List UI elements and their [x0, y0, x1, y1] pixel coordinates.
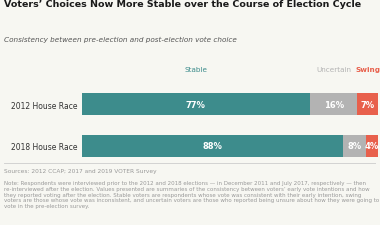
Text: 88%: 88%	[202, 142, 222, 151]
Text: Consistency between pre-election and post-election vote choice: Consistency between pre-election and pos…	[4, 36, 237, 43]
Text: Note: Respondents were interviewed prior to the 2012 and 2018 elections — in Dec: Note: Respondents were interviewed prior…	[4, 180, 379, 208]
Text: Stable: Stable	[184, 67, 207, 73]
Text: 8%: 8%	[347, 142, 361, 151]
Bar	[310, 94, 357, 115]
Text: Uncertain: Uncertain	[316, 67, 351, 73]
Text: Swing: Swing	[355, 67, 380, 73]
Bar	[82, 94, 310, 115]
Bar	[366, 135, 378, 157]
Text: Voters’ Choices Now More Stable over the Course of Election Cycle: Voters’ Choices Now More Stable over the…	[4, 0, 361, 9]
Text: 4%: 4%	[365, 142, 379, 151]
Text: 16%: 16%	[324, 100, 344, 109]
Text: 77%: 77%	[186, 100, 206, 109]
Bar	[82, 135, 342, 157]
Bar	[357, 94, 378, 115]
Text: Sources: 2012 CCAP; 2017 and 2019 VOTER Survey: Sources: 2012 CCAP; 2017 and 2019 VOTER …	[4, 169, 157, 173]
Text: 7%: 7%	[361, 100, 375, 109]
Bar	[342, 135, 366, 157]
